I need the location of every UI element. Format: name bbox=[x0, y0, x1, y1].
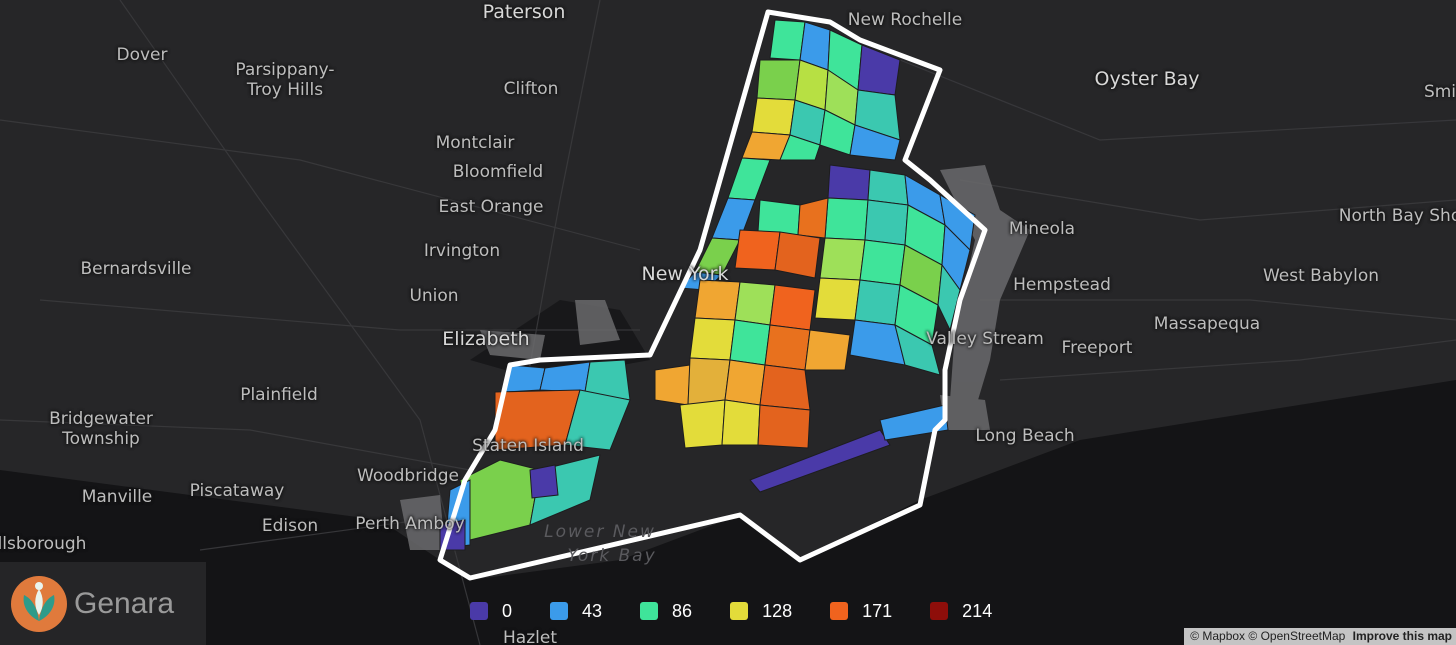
legend-item: 43 bbox=[550, 601, 602, 622]
place-label: New Rochelle bbox=[847, 10, 963, 30]
place-label: Woodbridge bbox=[357, 466, 459, 486]
legend-item: 86 bbox=[640, 601, 692, 622]
place-label: Dover bbox=[116, 45, 168, 65]
place-label: Long Beach bbox=[975, 426, 1075, 446]
water-label: Lower New bbox=[544, 522, 656, 542]
place-label: Freeport bbox=[1061, 338, 1133, 358]
legend-label: 214 bbox=[962, 600, 993, 621]
place-label: Staten Island bbox=[472, 436, 584, 456]
legend-swatch bbox=[640, 602, 659, 620]
legend-item: 214 bbox=[930, 601, 992, 622]
place-label: Perth Amboy bbox=[355, 514, 465, 534]
place-label: Clifton bbox=[503, 79, 559, 99]
place-label: West Babylon bbox=[1262, 266, 1380, 286]
legend-label: 86 bbox=[672, 600, 693, 621]
legend-label: 171 bbox=[862, 600, 893, 621]
place-label: Manville bbox=[81, 487, 153, 507]
legend-label: 43 bbox=[582, 600, 603, 621]
place-label: Irvington bbox=[423, 241, 501, 261]
place-label: Piscataway bbox=[189, 481, 285, 501]
place-label: Hazlet bbox=[503, 628, 557, 645]
water-label: York Bay bbox=[567, 546, 657, 566]
osm-link[interactable]: © OpenStreetMap bbox=[1248, 629, 1346, 643]
place-label: Edison bbox=[261, 516, 319, 536]
place-label: Paterson bbox=[482, 1, 566, 23]
legend-swatch bbox=[930, 602, 949, 620]
legend-label: 0 bbox=[502, 600, 513, 621]
place-label: Bridgewater Township bbox=[49, 409, 153, 449]
place-label: Montclair bbox=[435, 133, 515, 153]
place-label: Plainfield bbox=[240, 385, 318, 405]
place-label: Bloomfield bbox=[452, 162, 544, 182]
legend-item: 0 bbox=[470, 601, 512, 622]
legend: 0 43 86 128 171 214 bbox=[470, 596, 1030, 626]
legend-swatch bbox=[830, 602, 849, 620]
mapbox-link[interactable]: © Mapbox bbox=[1190, 629, 1246, 643]
genara-logo-text: Genara bbox=[74, 586, 175, 620]
legend-item: 171 bbox=[830, 601, 892, 622]
place-label: Oyster Bay bbox=[1094, 68, 1200, 90]
legend-label: 128 bbox=[762, 600, 793, 621]
place-label: Bernardsville bbox=[80, 259, 192, 279]
place-label: Union bbox=[409, 286, 459, 306]
place-label: New York bbox=[641, 263, 729, 285]
place-label: North Bay Sho bbox=[1338, 206, 1456, 226]
place-label: Valley Stream bbox=[926, 329, 1044, 349]
legend-swatch bbox=[550, 602, 569, 620]
place-label: Parsippany- Troy Hills bbox=[235, 60, 335, 100]
place-label: Hempstead bbox=[1013, 275, 1111, 295]
genara-logo-icon bbox=[11, 575, 67, 632]
place-label: Massapequa bbox=[1153, 314, 1261, 334]
place-label: llsborough bbox=[0, 534, 87, 554]
improve-map-link[interactable]: Improve this map bbox=[1352, 629, 1452, 643]
legend-item: 128 bbox=[730, 601, 792, 622]
place-label: Elizabeth bbox=[442, 328, 530, 350]
genara-logo: Genara bbox=[0, 562, 206, 645]
place-label: East Orange bbox=[438, 197, 544, 217]
map-attribution: © Mapbox © OpenStreetMap Improve this ma… bbox=[1184, 628, 1456, 645]
place-label: Mineola bbox=[1008, 219, 1076, 239]
legend-swatch bbox=[730, 602, 749, 620]
place-label: Smi bbox=[1423, 82, 1456, 102]
legend-swatch bbox=[470, 602, 488, 620]
